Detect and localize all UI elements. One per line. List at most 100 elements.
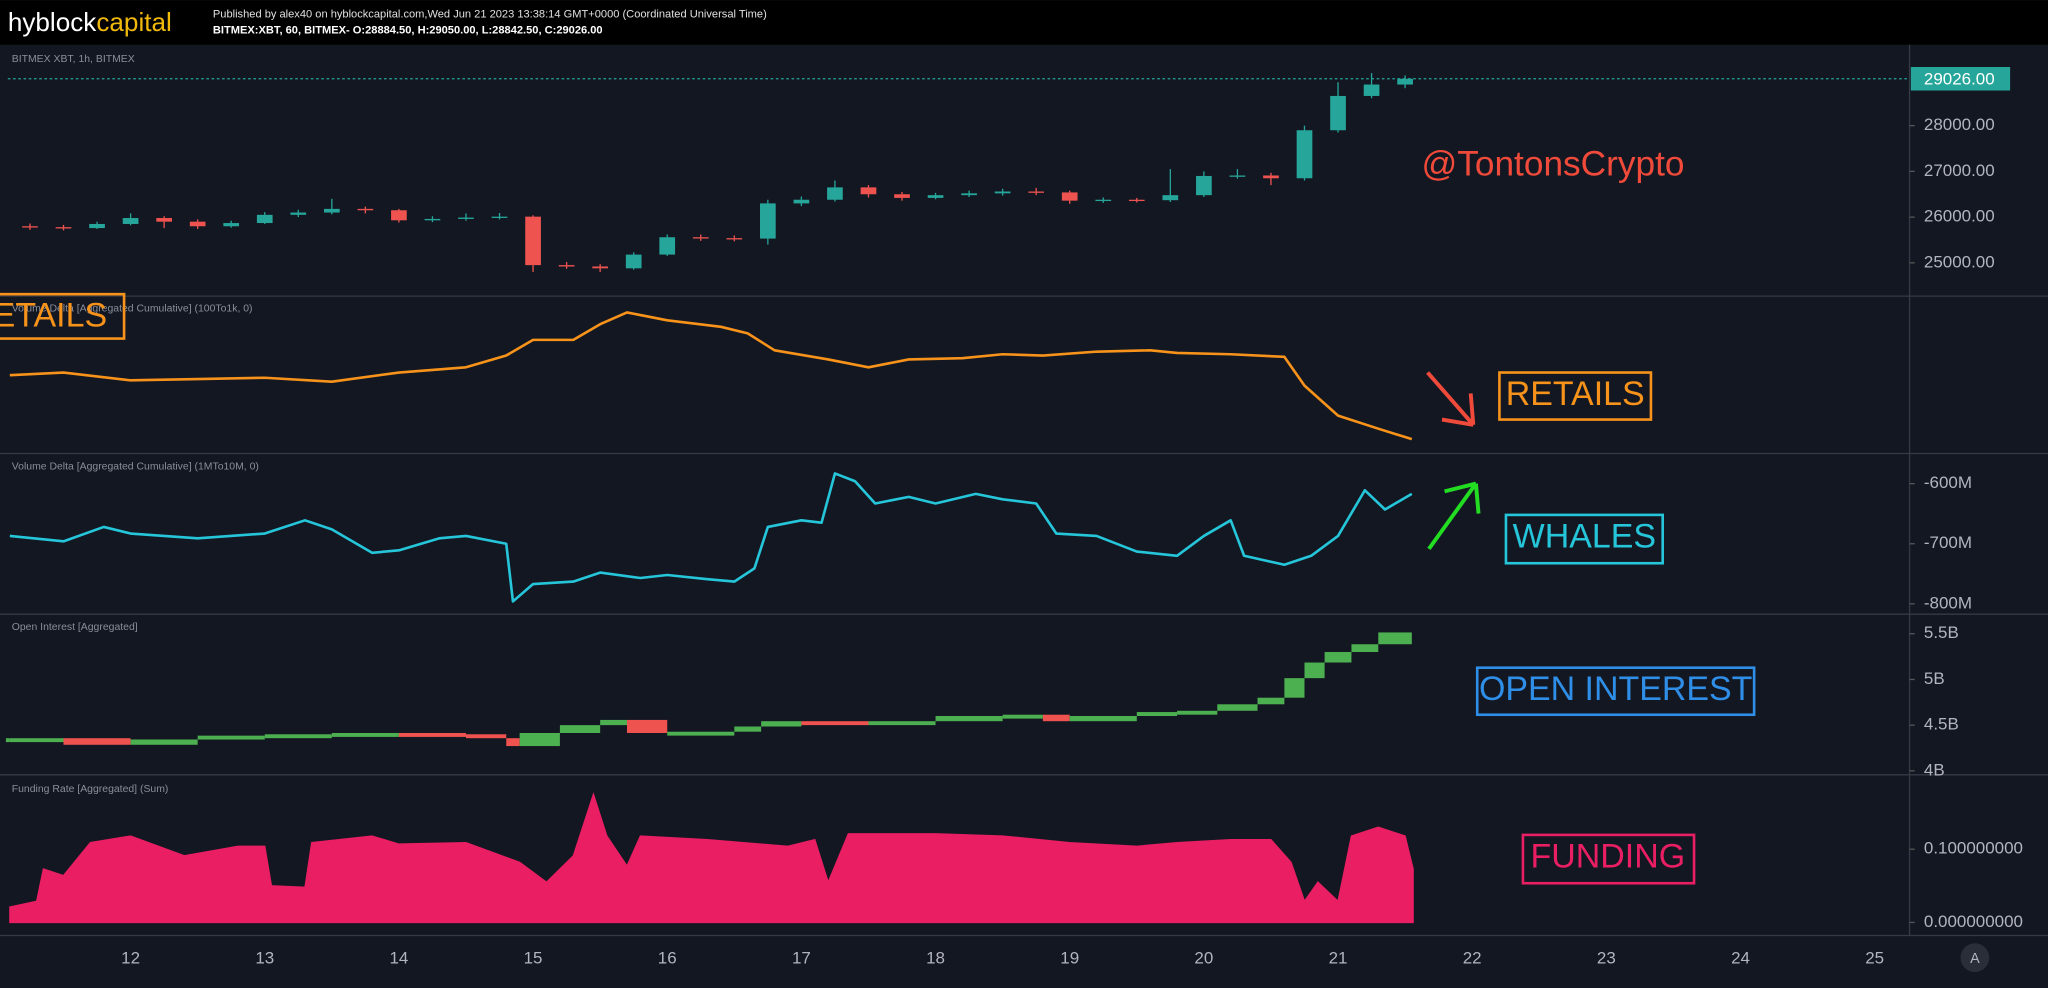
candle-body <box>1028 191 1045 193</box>
oi-bar <box>1177 710 1218 715</box>
oi-bar <box>398 732 466 737</box>
x-tick-label: 16 <box>658 948 677 967</box>
oi-bar <box>868 721 936 726</box>
oi-bar <box>1351 644 1379 653</box>
candle-body <box>894 194 910 198</box>
y-tick-label: 4.5B <box>1924 715 1959 734</box>
candle-body <box>55 227 72 229</box>
candle-body <box>625 254 642 269</box>
auto-scale-button[interactable] <box>1960 943 1990 973</box>
oi-bar <box>1069 715 1137 722</box>
y-tick-label: 26000.00 <box>1924 207 1995 226</box>
annotation-box <box>1475 666 1756 717</box>
oi-bar <box>5 738 10 743</box>
y-tick-label: -700M <box>1924 533 1972 552</box>
annotation: WHALES <box>1513 517 1656 555</box>
oi-bar <box>734 726 762 732</box>
oi-bar <box>465 734 507 739</box>
annotation-box <box>0 292 126 340</box>
last-price-box <box>1910 67 2011 91</box>
annotation-box <box>1521 833 1696 885</box>
candle-body <box>122 218 139 224</box>
pane-title: BITMEX XBT, 1h, BITMEX <box>12 54 135 65</box>
auto-scale-icon[interactable]: A <box>1970 951 1980 967</box>
candle-body <box>22 226 38 228</box>
candle-body <box>1363 84 1380 96</box>
logo-part: hyblock <box>8 7 97 37</box>
candle-body <box>1196 175 1212 196</box>
oi-bar <box>506 738 520 747</box>
y-tick-label: 5.5B <box>1924 623 1959 642</box>
x-tick-label: 19 <box>1060 948 1079 967</box>
symbol-line: BITMEX:XBT, 60, BITMEX- O:28884.50, H:29… <box>213 24 603 36</box>
y-tick-label: 27000.00 <box>1924 161 1995 180</box>
series-line <box>9 311 1413 441</box>
up-arrow <box>1427 481 1481 551</box>
oi-bar <box>1284 678 1305 698</box>
x-tick-label: 12 <box>121 948 140 967</box>
x-tick-label: 14 <box>389 948 408 967</box>
candle-body <box>1128 199 1145 202</box>
oi-bar <box>761 721 802 727</box>
pane-title: Open Interest [Aggregated] <box>12 622 138 633</box>
oi-bar <box>667 731 735 736</box>
candle-body <box>1263 175 1279 179</box>
oi-bar <box>626 719 668 733</box>
x-tick-label: 13 <box>255 948 274 967</box>
logo: hyblockcapital <box>8 7 172 37</box>
candle-body <box>692 237 709 239</box>
annotation: RETAILS <box>0 297 107 335</box>
pane-title: Volume Delta [Aggregated Cumulative] (10… <box>12 303 253 314</box>
x-tick-label: 23 <box>1597 948 1616 967</box>
series-line <box>9 472 1413 603</box>
y-tick-label: 0.100000000 <box>1924 839 2023 858</box>
candle-body <box>357 208 374 211</box>
candle-body <box>89 223 105 229</box>
x-tick-label: 22 <box>1463 948 1482 967</box>
pane-title: Volume Delta [Aggregated Cumulative] (1M… <box>12 461 259 472</box>
oi-bar <box>559 725 601 733</box>
last-price-label: 29026.00 <box>1924 70 1995 89</box>
candle-body <box>1229 175 1246 177</box>
candle-body <box>927 195 944 198</box>
candle-body <box>994 191 1011 194</box>
candle-body <box>793 199 810 204</box>
oi-bar <box>600 719 627 726</box>
header-bar <box>0 0 2048 45</box>
y-tick-label: 4B <box>1924 760 1945 779</box>
logo-part: capital <box>96 7 171 37</box>
candle-body <box>424 218 441 221</box>
x-tick-label: 24 <box>1731 948 1750 967</box>
candle-body <box>290 212 307 215</box>
candle-body <box>391 210 407 221</box>
candle-body <box>1095 199 1112 202</box>
down-arrow <box>1426 371 1476 427</box>
published-note: Published by alex40 on hyblockcapital.co… <box>213 9 767 21</box>
oi-bar <box>63 738 131 745</box>
x-tick-label: 15 <box>524 948 543 967</box>
oi-bar <box>130 739 198 745</box>
annotation: @TontonsCrypto <box>1421 144 1684 183</box>
y-tick-label: -600M <box>1924 473 1972 492</box>
oi-bar <box>1136 712 1178 716</box>
candle-body <box>1397 78 1413 85</box>
oi-bar <box>197 735 265 740</box>
oi-bar <box>519 732 560 747</box>
funding-area <box>9 792 1414 924</box>
candle-body <box>961 193 977 196</box>
oi-bar <box>1257 697 1285 705</box>
y-tick-label: 28000.00 <box>1924 115 1995 134</box>
oi-bar <box>331 732 399 737</box>
oi-bar <box>9 738 64 743</box>
candle-body <box>156 218 172 222</box>
candle-body <box>491 216 508 218</box>
candle-body <box>1162 195 1179 201</box>
candle-body <box>223 223 240 227</box>
candle-body <box>189 221 206 227</box>
candle-body <box>659 237 676 255</box>
candle-body <box>323 208 340 213</box>
annotation-box <box>1498 371 1653 421</box>
x-tick-label: 18 <box>926 948 945 967</box>
